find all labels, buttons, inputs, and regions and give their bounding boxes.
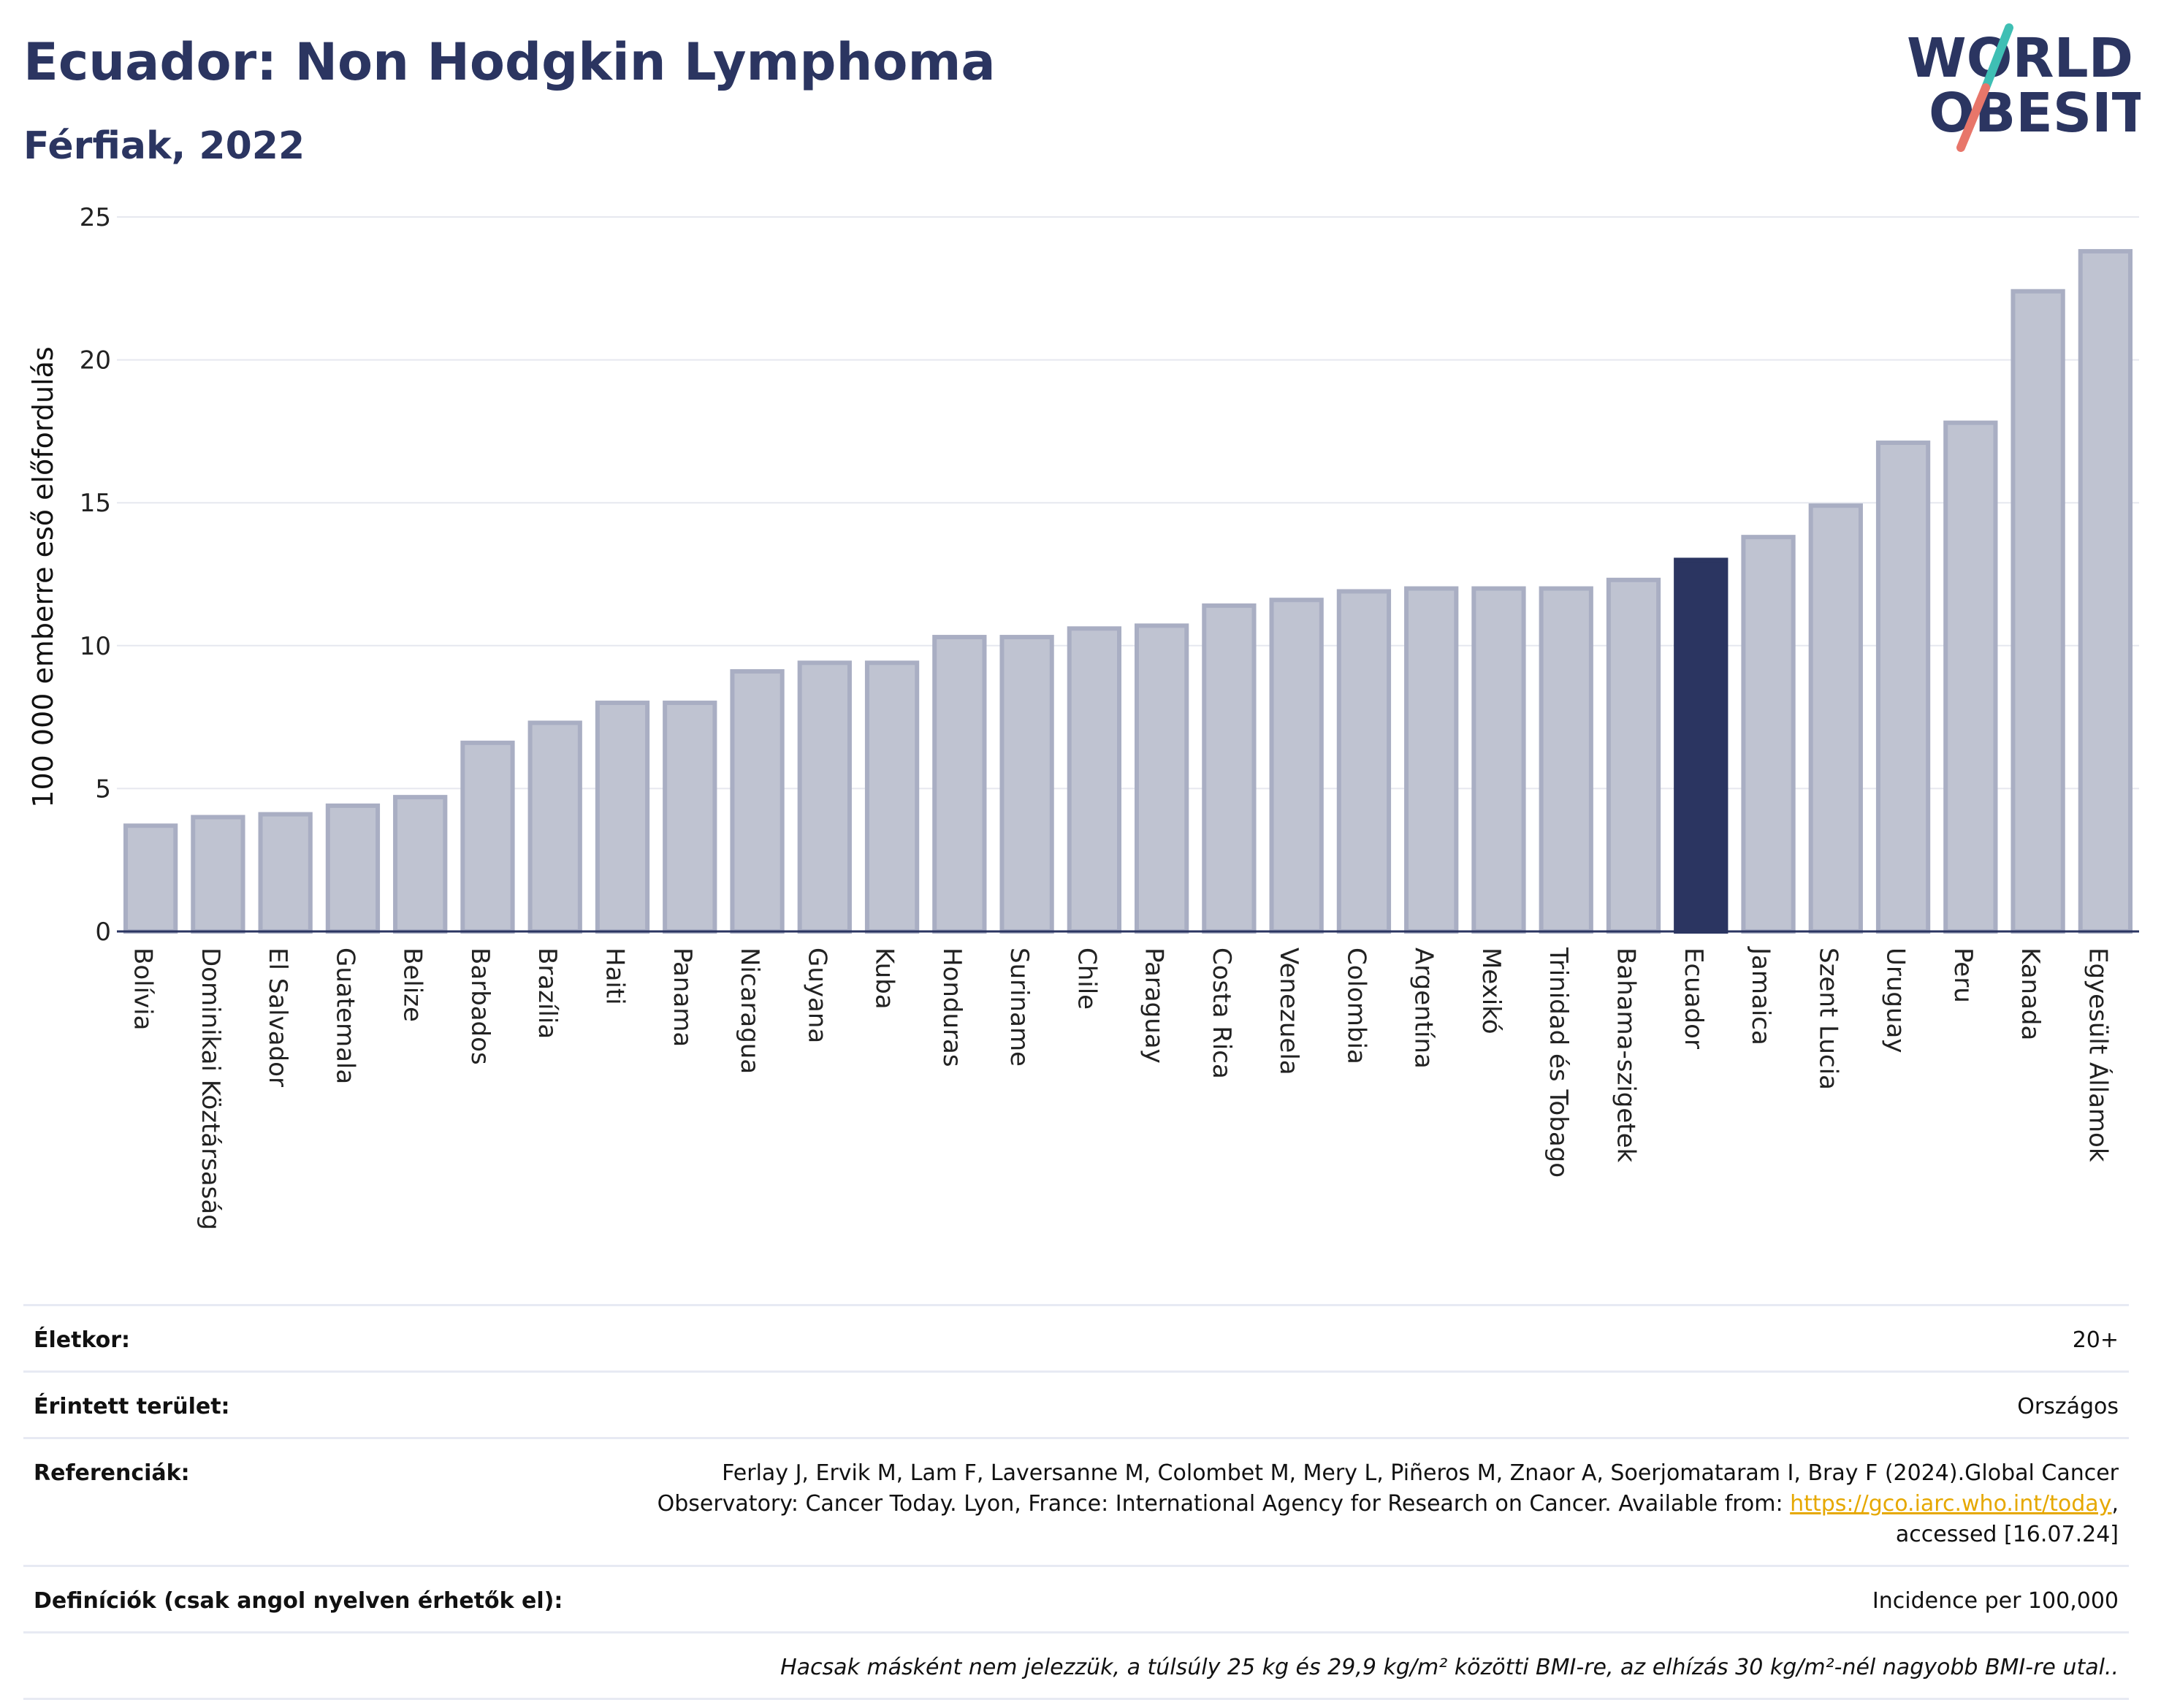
x-tick-label: Costa Rica — [1207, 948, 1236, 1079]
bar-nicaragua — [730, 669, 785, 934]
bar-barbados — [460, 740, 515, 934]
reference-link[interactable]: https://gco.iarc.who.int/today — [1790, 1491, 2112, 1517]
logo-slash-coral — [1956, 83, 1990, 152]
definitions-value: Incidence per 100,000 — [1872, 1588, 2119, 1614]
bar-jamaica — [1741, 535, 1796, 934]
x-tick-label: Barbados — [465, 948, 495, 1065]
bar-mexikó — [1471, 586, 1526, 934]
area-label: Érintett terület: — [34, 1394, 230, 1419]
x-tick-label: Chile — [1072, 948, 1101, 1010]
reference-text-3: , — [2111, 1491, 2119, 1517]
x-tick-label: El Salvador — [263, 948, 292, 1087]
bar-paraguay — [1134, 623, 1189, 934]
bar-colombia — [1336, 589, 1392, 934]
info-row-age: Életkor: 20+ — [23, 1304, 2129, 1370]
bar-chart: 0 5 10 15 20 25 Bolívia Dominikai Köztársaság E… — [27, 203, 2139, 1230]
bar-brazília — [527, 720, 582, 934]
bar-el-salvador — [258, 812, 313, 934]
references-label: Referenciák: — [34, 1460, 190, 1486]
bar-kuba — [864, 660, 920, 934]
bar-argentína — [1404, 586, 1459, 934]
x-tick-label: Guatemala — [330, 948, 359, 1084]
bar-haiti — [595, 701, 650, 934]
y-axis-label: 100 000 emberre eső előfordulás — [27, 346, 59, 807]
info-table: Életkor: 20+ Érintett terület: Országos … — [23, 1304, 2129, 1700]
x-tick-label: Panama — [668, 948, 697, 1047]
bar-bolívia — [123, 823, 178, 934]
x-tick-label: Bahama-szigetek — [1612, 948, 1641, 1163]
reference-text-1: Ferlay J, Ervik M, Lam F, Laversanne M, … — [722, 1460, 2119, 1486]
y-tick-label: 10 — [80, 632, 111, 661]
x-tick-label: Belize — [398, 948, 427, 1022]
y-tick-label: 0 — [95, 918, 111, 947]
x-axis-labels: Bolívia Dominikai Köztársaság El Salvador G… — [129, 946, 2114, 1230]
x-tick-label: Szent Lucia — [1813, 948, 1842, 1090]
x-tick-label: Peru — [1948, 948, 1978, 1003]
y-tick-label: 5 — [95, 774, 111, 804]
x-tick-label: Venezuela — [1274, 948, 1303, 1075]
grid-lines — [117, 216, 2139, 790]
x-tick-label: Nicaragua — [735, 948, 764, 1074]
info-row-note: Hacsak másként nem jelezzük, a túlsúly 2… — [23, 1631, 2129, 1700]
x-tick-label: Uruguay — [1881, 948, 1910, 1053]
bar-panama — [663, 701, 717, 934]
bar-suriname — [999, 635, 1054, 934]
info-row-references: Referenciák: Ferlay J, Ervik M, Lam F, L… — [23, 1437, 2129, 1565]
page-subtitle: Férfiak, 2022 — [23, 124, 305, 168]
footnote: Hacsak másként nem jelezzük, a túlsúly 2… — [780, 1655, 2119, 1680]
x-tick-label: Mexikó — [1476, 948, 1506, 1034]
x-tick-label: Colombia — [1341, 948, 1371, 1064]
x-tick-label: Argentína — [1409, 948, 1438, 1069]
x-tick-label: Egyesült Államok — [2083, 948, 2113, 1162]
reference-text-4: accessed [16.07.24] — [1895, 1522, 2119, 1547]
page-title: Ecuador: Non Hodgkin Lymphoma — [23, 32, 996, 92]
bar-szent-lucia — [1808, 503, 1863, 934]
bar-costa-rica — [1202, 603, 1257, 934]
logo-text-world: WORLD — [1907, 27, 2133, 90]
bar-uruguay — [1875, 441, 1931, 934]
bar-belize — [393, 795, 448, 934]
bar-ecuador — [1674, 557, 1729, 934]
info-row-area: Érintett terület: Országos — [23, 1370, 2129, 1437]
x-tick-label: Haiti — [601, 948, 630, 1005]
world-obesity-logo: WORLD OBESITY — [1907, 23, 2141, 152]
area-value: Országos — [2017, 1394, 2119, 1419]
x-tick-label: Trinidad és Tobago — [1544, 947, 1573, 1178]
logo-slash-teal — [1981, 23, 2013, 92]
x-tick-label: Ecuador — [1679, 948, 1708, 1049]
bars — [123, 248, 2133, 934]
x-tick-label: Kanada — [2016, 948, 2045, 1040]
bar-peru — [1943, 420, 1998, 934]
bar-trinidad-és-tobago — [1539, 586, 1593, 934]
bar-guatemala — [325, 803, 381, 934]
bar-kanada — [2011, 289, 2065, 934]
bar-chile — [1067, 626, 1122, 934]
x-tick-label: Honduras — [937, 948, 967, 1067]
info-row-definitions: Definíciók (csak angol nyelven érhetők e… — [23, 1565, 2129, 1631]
age-label: Életkor: — [34, 1327, 131, 1353]
reference-text-2: Observatory: Cancer Today. Lyon, France:… — [657, 1491, 1791, 1517]
bar-bahama-szigetek — [1606, 577, 1661, 934]
x-tick-label: Brazília — [533, 948, 562, 1039]
x-tick-label: Jamaica — [1746, 946, 1775, 1045]
x-tick-label: Guyana — [802, 948, 831, 1043]
bar-dominikai-köztársaság — [191, 815, 245, 934]
bar-guyana — [797, 660, 852, 934]
bar-egyesült-államok — [2078, 248, 2133, 934]
x-tick-label: Kuba — [870, 948, 899, 1010]
age-value: 20+ — [2072, 1327, 2119, 1353]
x-tick-label: Suriname — [1005, 948, 1034, 1067]
bar-venezuela — [1269, 598, 1324, 934]
x-tick-label: Dominikai Köztársaság — [196, 948, 225, 1230]
y-axis-ticks: 0 5 10 15 20 25 — [80, 203, 111, 947]
x-tick-label: Paraguay — [1140, 948, 1169, 1064]
y-tick-label: 15 — [80, 489, 111, 518]
y-tick-label: 25 — [80, 203, 111, 232]
definitions-label: Definíciók (csak angol nyelven érhetők e… — [34, 1588, 563, 1614]
references-value: Ferlay J, Ervik M, Lam F, Laversanne M, … — [658, 1458, 2119, 1550]
bar-honduras — [932, 635, 987, 934]
x-tick-label: Bolívia — [129, 948, 158, 1030]
y-tick-label: 20 — [80, 346, 111, 375]
